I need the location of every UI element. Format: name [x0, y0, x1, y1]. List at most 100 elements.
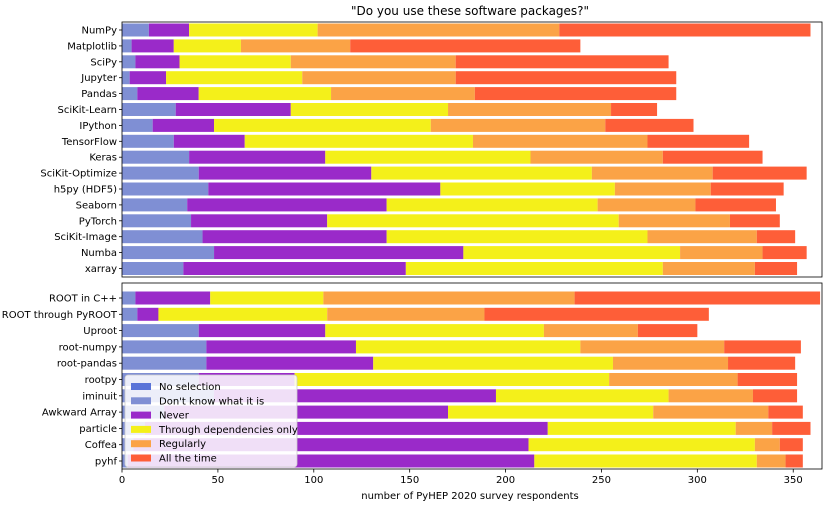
bar-pytorch-through-dependencies-only [327, 214, 619, 228]
bar-row-matplotlib [122, 39, 581, 53]
x-tick-label-250: 250 [592, 475, 611, 486]
bar-keras-regularly [530, 150, 663, 164]
bar-row-ipython [122, 118, 694, 132]
x-axis-label: number of PyHEP 2020 survey respondents [361, 491, 579, 502]
bar-pytorch-regularly [618, 214, 730, 228]
bar-row-root-in-c [122, 291, 821, 305]
bar-matplotlib-never [131, 39, 174, 53]
bar-awkward-array-all-the-time [768, 405, 803, 419]
y-tick-label-tensorflow: TensorFlow [61, 137, 117, 148]
bar-scikit-optimize-regularly [591, 166, 713, 180]
bar-numba-all-the-time [762, 246, 807, 260]
bar-row-tensorflow [122, 134, 750, 148]
bar-scikit-image-through-dependencies-only [386, 230, 648, 244]
y-tick-label-awkward-array: Awkward Array [42, 408, 117, 419]
legend-swatch-never [131, 411, 151, 419]
bar-root-pandas-regularly [612, 356, 729, 370]
bar-numpy-through-dependencies-only [189, 23, 318, 37]
bar-h5py-hdf5-all-the-time [710, 182, 784, 196]
y-tick-label-scikit-optimize: SciKit-Optimize [40, 169, 117, 180]
bar-ipython-all-the-time [605, 118, 694, 132]
y-tick-label-matplotlib: Matplotlib [67, 41, 117, 52]
bar-seaborn-through-dependencies-only [386, 198, 598, 212]
y-tick-label-pandas: Pandas [81, 89, 117, 100]
bar-root-through-pyroot-never [137, 307, 159, 321]
bar-seaborn-all-the-time [695, 198, 776, 212]
bar-tensorflow-through-dependencies-only [244, 134, 473, 148]
bar-numba-never [214, 246, 464, 260]
legend-swatch-no-selection [131, 383, 151, 390]
bar-tensorflow-don-t-know-what-it-is [122, 134, 174, 148]
bar-iminuit-through-dependencies-only [495, 389, 669, 403]
bar-scikit-learn-regularly [448, 103, 612, 116]
bar-numba-through-dependencies-only [463, 246, 681, 260]
legend-label-don-t-know-what-it-is: Don't know what it is [159, 396, 264, 407]
legend-item-regularly: Regularly [131, 439, 206, 450]
legend-label-all-the-time: All the time [159, 454, 217, 465]
bar-root-numpy-all-the-time [724, 340, 801, 354]
bar-row-keras [122, 150, 763, 164]
bar-iminuit-all-the-time [752, 389, 798, 403]
legend-swatch-all-the-time [131, 454, 151, 462]
bar-scikit-image-all-the-time [756, 230, 796, 244]
y-tick-label-numba: Numba [81, 248, 117, 259]
bar-xarray-through-dependencies-only [405, 262, 663, 275]
bar-root-through-pyroot-regularly [327, 307, 485, 321]
y-tick-label-rootpy: rootpy [85, 375, 117, 386]
bar-xarray-don-t-know-what-it-is [122, 262, 184, 275]
legend-swatch-through-dependencies-only [131, 425, 151, 433]
bar-root-numpy-through-dependencies-only [355, 340, 581, 354]
bar-rootpy-regularly [609, 373, 738, 386]
bar-particle-all-the-time [772, 421, 811, 435]
x-tick-label-200: 200 [496, 475, 515, 486]
y-tick-label-coffea: Coffea [85, 440, 117, 451]
legend-swatch-regularly [131, 440, 151, 448]
bar-pandas-through-dependencies-only [198, 87, 332, 101]
bar-scikit-image-regularly [647, 230, 757, 244]
bar-numpy-never [148, 23, 190, 37]
bar-coffea-all-the-time [779, 438, 803, 452]
bar-particle-through-dependencies-only [547, 421, 736, 435]
bar-scipy-through-dependencies-only [179, 55, 291, 69]
bar-pandas-regularly [331, 87, 475, 101]
y-tick-label-keras: Keras [89, 153, 117, 164]
bar-row-scikit-learn [122, 103, 658, 116]
bar-root-numpy-regularly [580, 340, 725, 354]
bar-rootpy-through-dependencies-only [294, 373, 610, 386]
bar-pytorch-never [191, 214, 328, 228]
legend-item-never: Never [131, 411, 190, 422]
bar-pyhf-all-the-time [785, 454, 803, 468]
bar-scipy-don-t-know-what-it-is [122, 55, 136, 69]
bar-jupyter-through-dependencies-only [166, 71, 303, 85]
bar-uproot-regularly [543, 324, 638, 338]
bar-xarray-never [183, 262, 406, 275]
bar-pytorch-all-the-time [729, 214, 780, 228]
bar-scikit-learn-never [175, 103, 291, 116]
bar-numba-regularly [680, 246, 763, 260]
bar-pyhf-through-dependencies-only [534, 454, 757, 468]
bar-scikit-learn-don-t-know-what-it-is [122, 103, 176, 116]
bar-row-pandas [122, 87, 677, 101]
bar-root-through-pyroot-all-the-time [484, 307, 709, 321]
bar-pandas-never [137, 87, 199, 101]
bar-iminuit-regularly [668, 389, 753, 403]
legend-item-through-dependencies-only: Through dependencies only [131, 425, 298, 436]
y-tick-label-h5py-hdf5: h5py (HDF5) [54, 185, 117, 196]
bar-uproot-all-the-time [637, 324, 698, 338]
bar-numpy-all-the-time [559, 23, 811, 37]
legend-label-no-selection: No selection [159, 382, 221, 393]
bar-scikit-optimize-don-t-know-what-it-is [122, 166, 199, 180]
bar-scipy-never [135, 55, 180, 69]
bar-pytorch-don-t-know-what-it-is [122, 214, 192, 228]
y-tick-label-jupyter: Jupyter [80, 73, 118, 84]
bar-row-pytorch [122, 214, 780, 228]
bar-scikit-image-don-t-know-what-it-is [122, 230, 203, 244]
bar-jupyter-never [129, 71, 167, 85]
y-tick-label-xarray: xarray [85, 264, 117, 275]
bar-h5py-hdf5-don-t-know-what-it-is [122, 182, 209, 196]
y-tick-label-scikit-learn: SciKit-Learn [58, 105, 117, 116]
y-tick-label-root-numpy: root-numpy [59, 342, 117, 353]
bar-matplotlib-regularly [240, 39, 351, 53]
y-tick-label-uproot: Uproot [83, 326, 117, 337]
bar-jupyter-don-t-know-what-it-is [122, 71, 130, 85]
